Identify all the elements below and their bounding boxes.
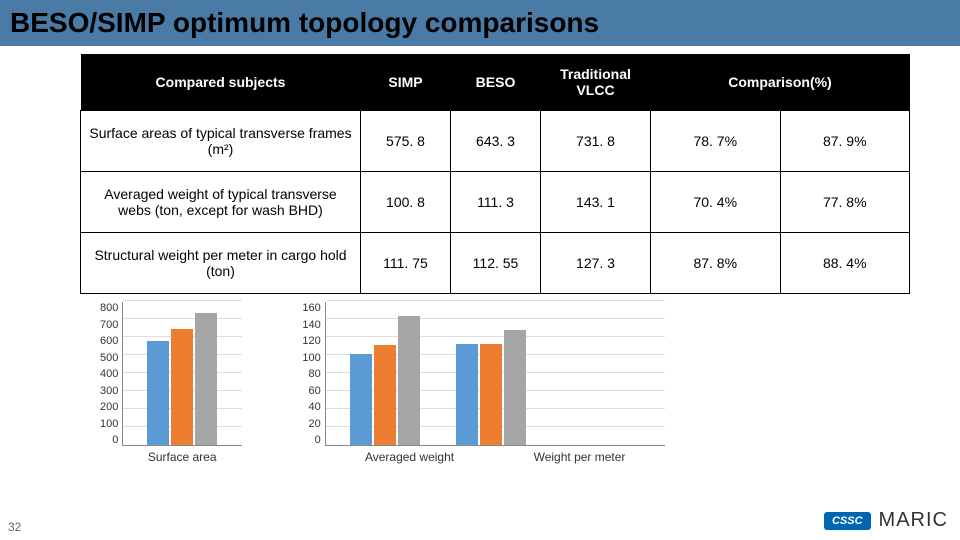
charts-area: 0 100 200 300 400 500 600 700 800 Surface area 0 2… — [100, 302, 960, 464]
y-tick: 0 — [302, 434, 320, 446]
page-number: 32 — [8, 520, 21, 534]
table-row: Surface areas of typical transverse fram… — [81, 111, 910, 172]
y-tick: 600 — [100, 335, 118, 347]
cell-subject: Averaged weight of typical transverse we… — [81, 172, 361, 233]
chart-weights: 0 20 40 60 80 100 120 140 160 Averaged weightWeig… — [302, 302, 664, 464]
cell-simp: 575. 8 — [361, 111, 451, 172]
cell-subject: Structural weight per meter in cargo hol… — [81, 233, 361, 294]
cell-simp: 100. 8 — [361, 172, 451, 233]
chart-surface-area: 0 100 200 300 400 500 600 700 800 Surface area — [100, 302, 242, 464]
th-comparison: Comparison(%) — [651, 54, 910, 111]
cell-simp: 111. 75 — [361, 233, 451, 294]
y-tick: 120 — [302, 335, 320, 347]
bar — [504, 330, 526, 445]
bar — [374, 345, 396, 445]
bar-group — [456, 330, 526, 445]
comparison-table: Compared subjects SIMP BESO Traditional … — [80, 54, 910, 294]
cell-beso: 111. 3 — [451, 172, 541, 233]
y-tick: 0 — [100, 434, 118, 446]
y-tick: 800 — [100, 302, 118, 314]
cell-c1: 87. 8% — [651, 233, 781, 294]
y-tick: 100 — [100, 418, 118, 430]
page-title: BESO/SIMP optimum topology comparisons — [10, 7, 599, 39]
y-tick: 60 — [302, 385, 320, 397]
cell-beso: 643. 3 — [451, 111, 541, 172]
cell-c2: 88. 4% — [780, 233, 910, 294]
bar — [195, 313, 217, 445]
cell-beso: 112. 55 — [451, 233, 541, 294]
y-tick: 40 — [302, 401, 320, 413]
bar-group — [350, 316, 420, 445]
x-label: Weight per meter — [495, 450, 665, 464]
th-subjects: Compared subjects — [81, 54, 361, 111]
y-tick: 100 — [302, 352, 320, 364]
cssc-logo: CSSC — [824, 512, 871, 530]
table-row: Structural weight per meter in cargo hol… — [81, 233, 910, 294]
header-bar: BESO/SIMP optimum topology comparisons — [0, 0, 960, 46]
cell-trad: 143. 1 — [541, 172, 651, 233]
x-label: Surface area — [122, 450, 242, 464]
table-row: Averaged weight of typical transverse we… — [81, 172, 910, 233]
y-tick: 20 — [302, 418, 320, 430]
cell-c1: 78. 7% — [651, 111, 781, 172]
bar — [398, 316, 420, 445]
y-tick: 160 — [302, 302, 320, 314]
cell-trad: 731. 8 — [541, 111, 651, 172]
th-simp: SIMP — [361, 54, 451, 111]
cell-c1: 70. 4% — [651, 172, 781, 233]
th-beso: BESO — [451, 54, 541, 111]
y-tick: 140 — [302, 319, 320, 331]
y-tick: 400 — [100, 368, 118, 380]
bar — [456, 344, 478, 445]
y-tick: 80 — [302, 368, 320, 380]
cell-c2: 77. 8% — [780, 172, 910, 233]
maric-logo: MARIC — [879, 509, 948, 532]
y-tick: 500 — [100, 352, 118, 364]
y-tick: 300 — [100, 385, 118, 397]
cell-trad: 127. 3 — [541, 233, 651, 294]
cell-c2: 87. 9% — [780, 111, 910, 172]
logo-area: CSSC MARIC — [824, 509, 948, 532]
bar — [480, 344, 502, 445]
bar — [350, 354, 372, 445]
y-tick: 700 — [100, 319, 118, 331]
th-trad: Traditional VLCC — [541, 54, 651, 111]
bar — [147, 341, 169, 445]
bar-group — [147, 313, 217, 445]
bar — [171, 329, 193, 445]
y-tick: 200 — [100, 401, 118, 413]
x-label: Averaged weight — [325, 450, 495, 464]
cell-subject: Surface areas of typical transverse fram… — [81, 111, 361, 172]
